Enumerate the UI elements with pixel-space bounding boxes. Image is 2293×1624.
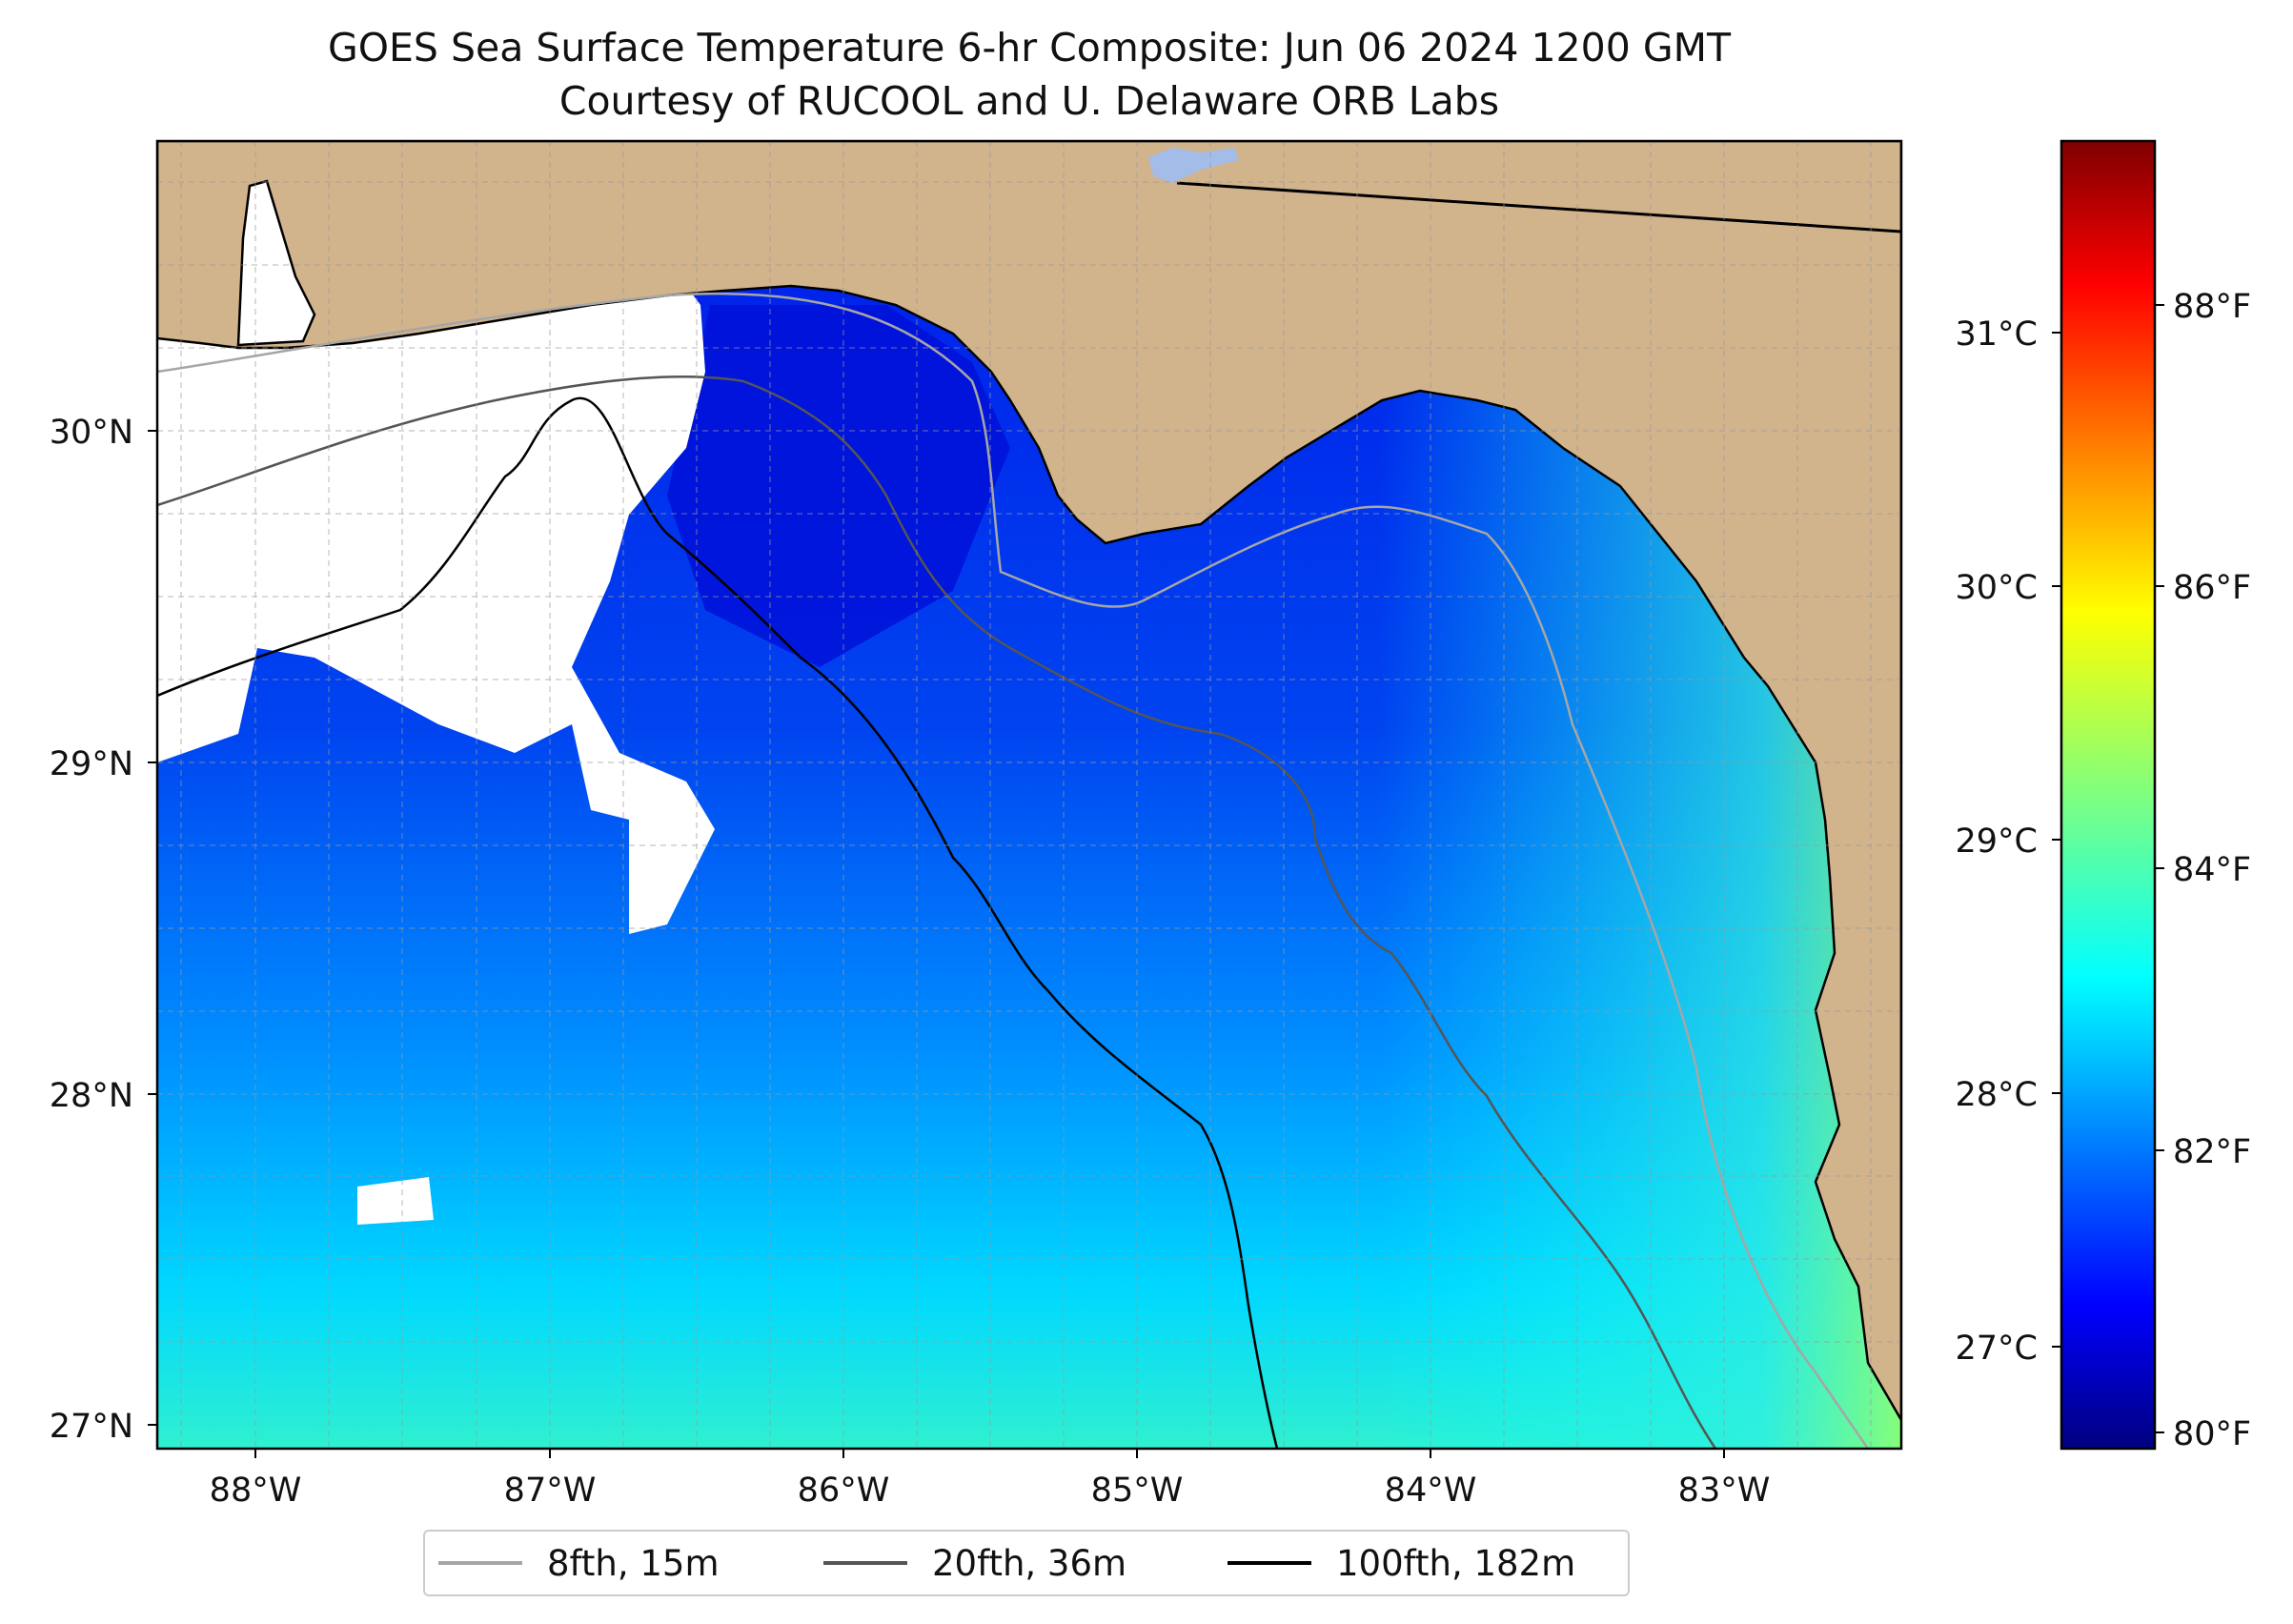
fahrenheit-tick-84: 84°F (2173, 851, 2251, 889)
cloud-no-data-patch (357, 1177, 434, 1225)
celsius-tick-30: 30°C (1956, 569, 2038, 607)
lon-tick-84: 84°W (1385, 1472, 1477, 1510)
chart-title: GOES Sea Surface Temperature 6-hr Compos… (327, 25, 1732, 71)
celsius-tick-28: 28°C (1956, 1076, 2038, 1114)
cloud-no-data-region (157, 286, 715, 934)
lat-tick-29: 29°N (50, 745, 133, 783)
lon-tick-86: 86°W (798, 1472, 890, 1510)
mobile-bay-water (236, 179, 316, 347)
colorbar: 27°C 28°C 29°C 30°C 31°C 80°F 82°F 84°F … (1956, 139, 2251, 1453)
lake-seminole (1148, 148, 1239, 183)
lat-tick-27: 27°N (50, 1408, 133, 1446)
gridlines (157, 141, 1901, 1449)
legend-item-100fth: 100fth, 182m (1228, 1532, 1575, 1594)
longitude-axis: 88°W 87°W 86°W 85°W 84°W 83°W (210, 1449, 1771, 1510)
legend-label-20fth: 20fth, 36m (932, 1542, 1127, 1584)
celsius-tick-31: 31°C (1956, 315, 2038, 354)
cold-core-water (667, 305, 1010, 667)
legend-label-100fth: 100fth, 182m (1336, 1542, 1576, 1584)
legend-label-8fth: 8fth, 15m (547, 1542, 720, 1584)
latitude-axis: 27°N 28°N 29°N 30°N (50, 414, 157, 1446)
legend-line-20fth (823, 1561, 907, 1565)
fahrenheit-axis: 80°F 82°F 84°F 86°F 88°F (2155, 288, 2251, 1453)
legend-item-8fth: 8fth, 15m (438, 1532, 720, 1594)
legend-item-20fth: 20fth, 36m (823, 1532, 1126, 1594)
legend-line-8fth (438, 1561, 522, 1565)
state-border (1176, 181, 1901, 233)
fahrenheit-tick-82: 82°F (2173, 1133, 2251, 1171)
lon-tick-87: 87°W (504, 1472, 597, 1510)
fahrenheit-tick-88: 88°F (2173, 288, 2251, 326)
contour-20fth-36m (157, 375, 1717, 1449)
contour-8fth-15m (157, 292, 1870, 1449)
map-frame (155, 139, 1903, 1451)
celsius-axis: 27°C 28°C 29°C 30°C 31°C (1956, 315, 2061, 1368)
celsius-tick-27: 27°C (1956, 1330, 2038, 1368)
chart-subtitle: Courtesy of RUCOOL and U. Delaware ORB L… (558, 78, 1500, 124)
celsius-tick-29: 29°C (1956, 822, 2038, 861)
contour-100fth-182m (157, 396, 1279, 1449)
legend-line-100fth (1228, 1561, 1311, 1565)
lat-tick-30: 30°N (50, 414, 133, 452)
lat-tick-28: 28°N (50, 1077, 133, 1115)
lon-tick-83: 83°W (1678, 1472, 1771, 1510)
lon-tick-85: 85°W (1091, 1472, 1184, 1510)
colorbar-gradient (2060, 139, 2157, 1451)
land-mass (157, 141, 1901, 1423)
fahrenheit-tick-80: 80°F (2173, 1415, 2251, 1453)
lon-tick-88: 88°W (210, 1472, 302, 1510)
legend: 8fth, 15m 20fth, 36m 100fth, 182m (423, 1530, 1630, 1596)
fahrenheit-tick-86: 86°F (2173, 569, 2251, 607)
map-area (157, 141, 1901, 1449)
